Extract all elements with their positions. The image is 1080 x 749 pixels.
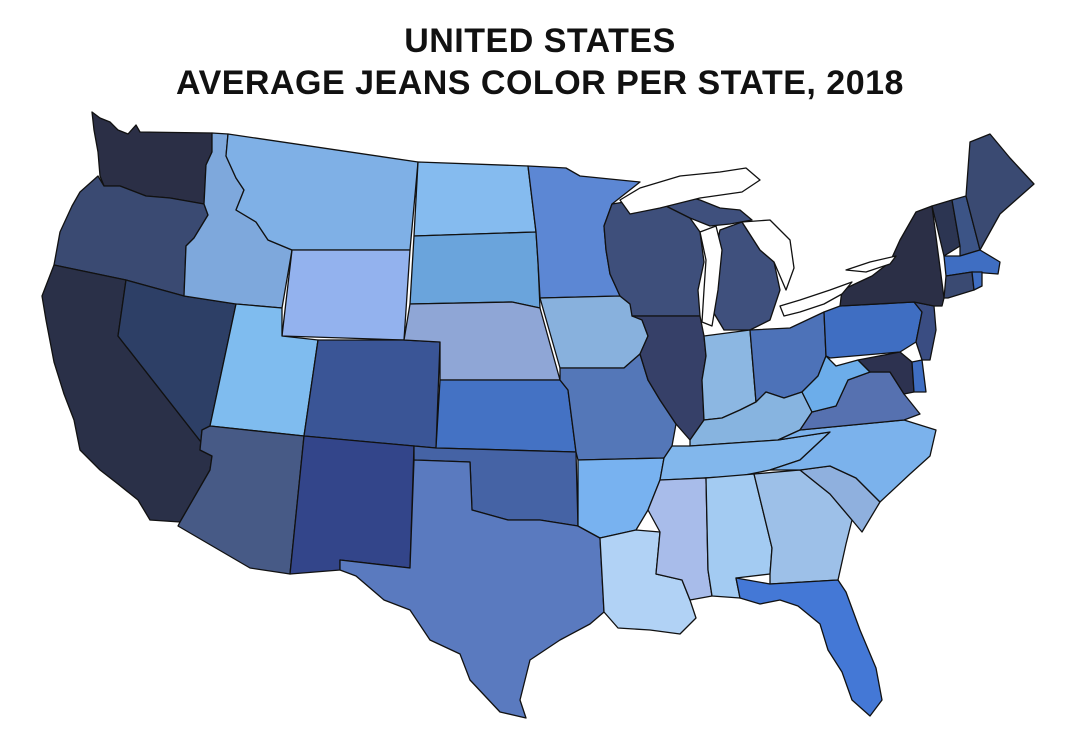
state-louisiana[interactable] <box>599 529 697 635</box>
state-north-dakota[interactable] <box>413 161 537 237</box>
state-texas[interactable] <box>339 459 605 719</box>
state-new-jersey[interactable] <box>913 301 937 361</box>
lake-ontario <box>845 255 897 273</box>
state-south-dakota[interactable] <box>409 231 541 309</box>
state-new-york[interactable] <box>839 205 945 307</box>
state-new-mexico[interactable] <box>289 435 415 575</box>
lake-erie <box>779 281 853 317</box>
state-colorado[interactable] <box>303 339 441 449</box>
state-delaware[interactable] <box>911 359 927 393</box>
state-kansas[interactable] <box>435 379 577 453</box>
lake-superior <box>619 167 761 215</box>
lake-michigan <box>699 225 723 327</box>
state-maryland[interactable] <box>857 351 915 395</box>
lake-huron <box>741 219 795 291</box>
state-florida[interactable] <box>735 577 883 717</box>
state-maine[interactable] <box>965 133 1035 251</box>
state-pennsylvania[interactable] <box>823 301 923 359</box>
map-title-line-2: AVERAGE JEANS COLOR PER STATE, 2018 <box>176 64 904 102</box>
state-connecticut[interactable] <box>943 271 975 299</box>
map-title-line-1: UNITED STATES <box>404 22 676 60</box>
state-wyoming[interactable] <box>281 249 411 341</box>
state-arkansas[interactable] <box>577 457 665 539</box>
state-wisconsin[interactable] <box>603 197 705 317</box>
state-rhode-island[interactable] <box>971 271 983 291</box>
state-montana[interactable] <box>225 133 419 251</box>
state-north-carolina[interactable] <box>769 419 937 503</box>
